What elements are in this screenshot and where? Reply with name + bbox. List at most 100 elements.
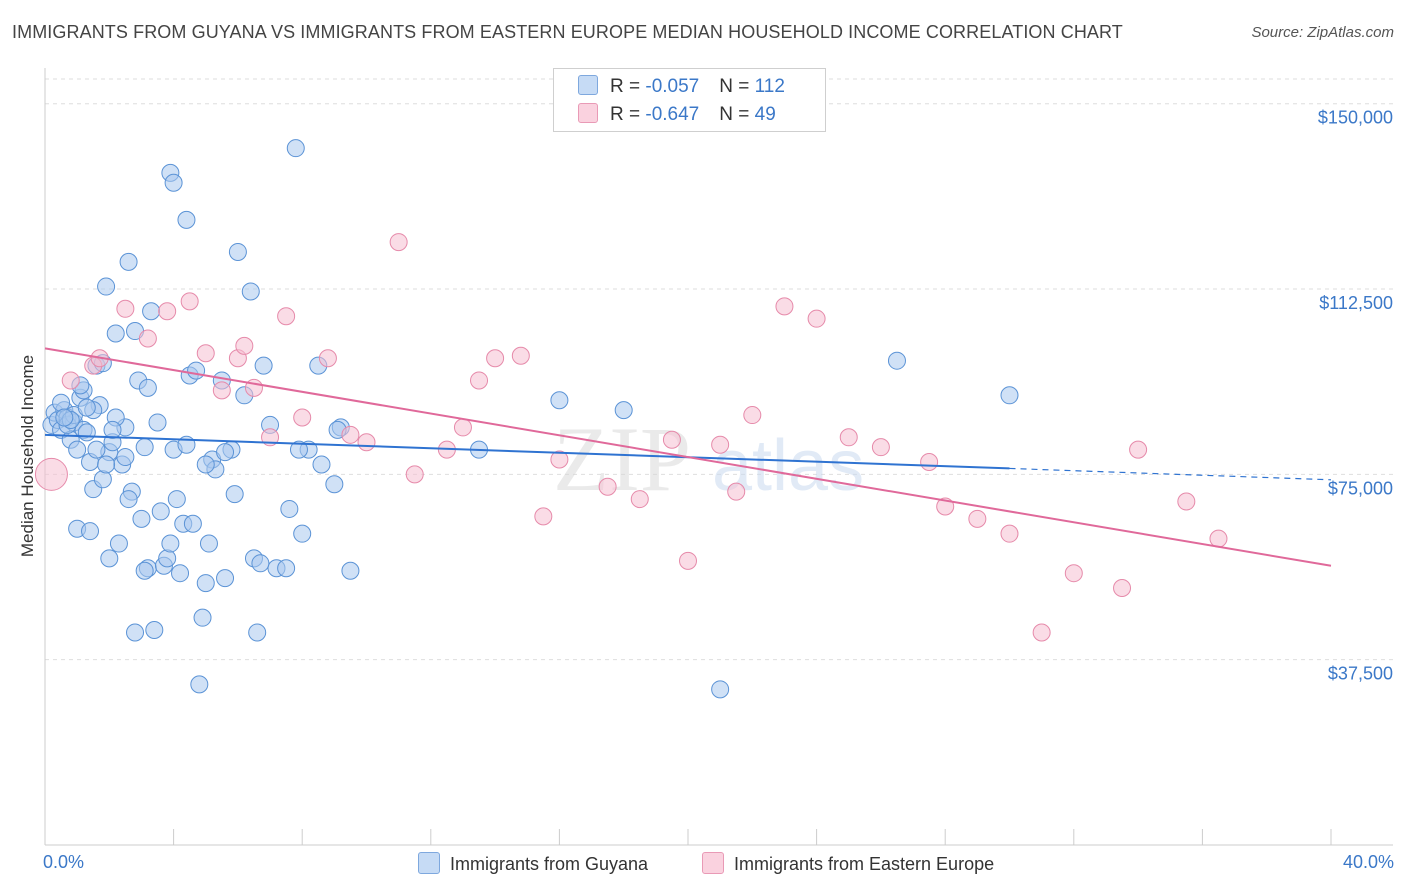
eastern_europe-point [453,418,472,437]
guyana-point [289,440,308,459]
guyana-point [109,534,128,553]
guyana-point [148,413,167,432]
legend-row-eastern-europe: R = -0.647 N = 49 [578,103,776,125]
eastern_europe-point [920,453,939,471]
guyana-point [93,470,112,489]
guyana-point [312,455,331,474]
guyana-point [216,569,235,588]
eastern_europe-point [727,482,746,501]
eastern_europe-point [318,349,337,368]
guyana-point [142,302,161,321]
guyana-point [87,440,106,459]
eastern_europe-point [1032,623,1051,642]
guyana-point [325,475,344,494]
guyana-point [106,324,125,343]
guyana-point [126,623,145,642]
eastern_europe-point [389,233,408,252]
guyana-point [286,139,305,158]
eastern_europe-point [357,433,376,452]
legend-swatch-blue [578,75,598,95]
guyana-point [887,351,906,370]
legend-n-value: 49 [754,104,776,125]
guyana-trend-line-extension [1009,467,1332,481]
guyana-point [119,252,138,271]
eastern_europe-point [1113,579,1132,598]
guyana-point [100,549,119,568]
eastern_europe-point [1209,529,1228,548]
eastern_europe-point [293,408,312,427]
eastern_europe-point [711,435,730,454]
guyana-point [216,443,235,462]
eastern_europe-point [212,381,231,400]
guyana-point [158,549,177,568]
guyana-point [138,378,157,397]
eastern_europe-point [871,438,890,457]
bottom-legend-swatch-pink [702,852,724,874]
eastern-europe-trend-line [44,347,1332,567]
guyana-point [103,420,122,439]
guyana-point [151,502,170,521]
guyana-point [132,509,151,528]
eastern_europe-point [534,507,553,526]
guyana-point [251,554,270,573]
guyana-point [196,574,215,593]
eastern_europe-point [968,509,987,528]
guyana-point [135,561,154,580]
eastern_europe-point [807,309,826,328]
legend-r-value: -0.647 [645,104,700,125]
guyana-point [81,522,100,541]
bottom-legend-eastern-europe: Immigrants from Eastern Europe [702,852,994,875]
guyana-point [171,564,190,583]
eastern_europe-point [1064,564,1083,583]
guyana-point [55,408,74,427]
guyana-point [167,490,186,509]
y-tick-label: $150,000 [1318,108,1393,128]
eastern_europe-point [158,302,177,321]
eastern_europe-point [486,349,505,368]
guyana-point [183,514,202,533]
bottom-legend-label: Immigrants from Eastern Europe [734,854,995,874]
legend-swatch-pink [578,103,598,123]
guyana-point [341,561,360,580]
guyana-point [225,485,244,504]
y-tick-label: $37,500 [1328,664,1393,684]
y-tick-label: $75,000 [1328,478,1393,498]
legend-row-guyana: R = -0.057 N = 112 [578,75,785,97]
guyana-point [228,242,247,261]
guyana-point [97,455,116,474]
guyana-point [161,534,180,553]
source-label: Source: ZipAtlas.com [1251,24,1394,41]
eastern_europe-point [1129,440,1148,459]
eastern_europe-point [743,406,762,425]
guyana-point [1000,386,1019,405]
guyana-point [199,534,218,553]
guyana-point [190,675,209,694]
eastern_europe-point [775,297,794,316]
guyana-point [119,490,138,509]
guyana-point [177,210,196,229]
guyana-point [135,438,154,457]
guyana-point [97,277,116,296]
guyana-point [248,623,267,642]
eastern_europe-point [1177,492,1196,511]
legend-n-label: N = [719,104,755,125]
bottom-legend-guyana: Immigrants from Guyana [418,852,648,875]
eastern_europe-point [405,465,424,484]
guyana-point [277,559,296,578]
watermark-zip: ZIP [553,408,691,510]
legend-r-value: -0.057 [645,76,700,97]
eastern_europe-point [61,371,80,390]
guyana-point [68,440,87,459]
eastern_europe-point [341,425,360,444]
bottom-legend-label: Immigrants from Guyana [450,854,649,874]
guyana-point [711,680,730,699]
eastern_europe-point [180,292,199,311]
guyana-point [254,356,273,375]
eastern_europe-point [34,457,68,491]
eastern_europe-point [550,450,569,469]
eastern_europe-point [598,477,617,496]
eastern_europe-point [630,490,649,509]
eastern_europe-point [1000,524,1019,543]
guyana-point [614,401,633,420]
